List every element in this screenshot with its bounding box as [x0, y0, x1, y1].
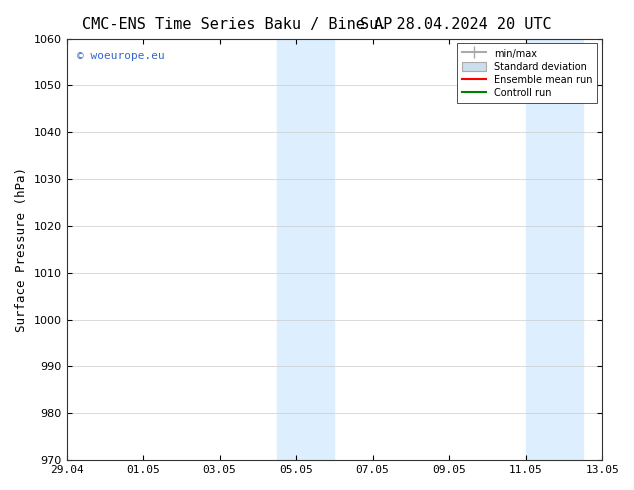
Text: CMC-ENS Time Series Baku / Bine AP: CMC-ENS Time Series Baku / Bine AP	[82, 17, 392, 32]
Text: Su. 28.04.2024 20 UTC: Su. 28.04.2024 20 UTC	[360, 17, 552, 32]
Legend: min/max, Standard deviation, Ensemble mean run, Controll run: min/max, Standard deviation, Ensemble me…	[457, 44, 597, 103]
Bar	[526, 39, 583, 460]
Text: © woeurope.eu: © woeurope.eu	[77, 51, 165, 61]
Bar	[277, 39, 334, 460]
Y-axis label: Surface Pressure (hPa): Surface Pressure (hPa)	[15, 167, 28, 332]
